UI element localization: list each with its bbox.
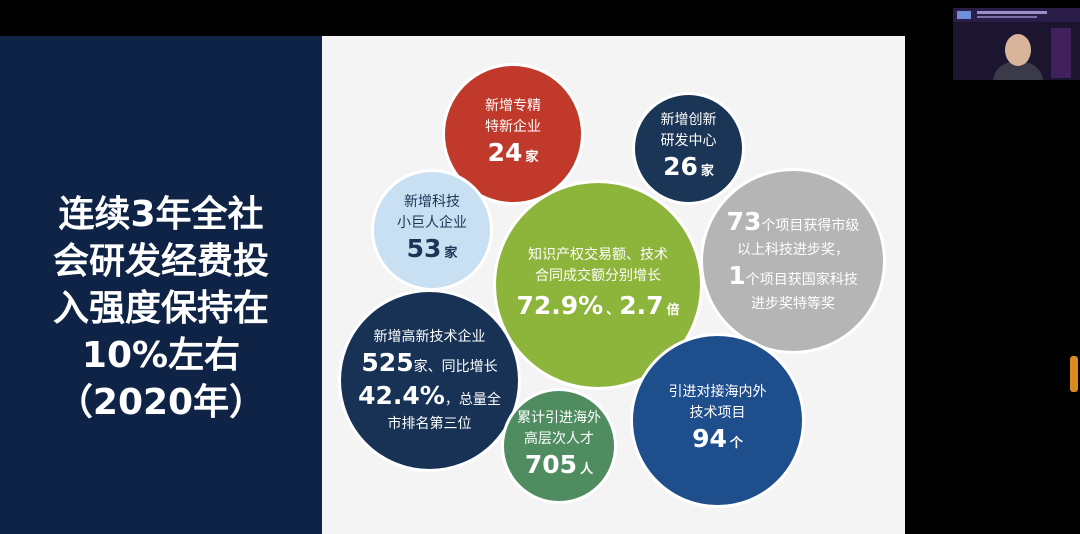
bubble-unit: 家 [525, 149, 539, 165]
bubble-text: ，总量全 [444, 391, 501, 408]
bubble-number: 42.4% [358, 380, 445, 410]
bubble-text: 新增高新技术企业 [373, 328, 486, 345]
bubble-number: 72.9% [516, 290, 604, 320]
bubble-rd-centers: 新增创新 研发中心 26 家 [632, 92, 745, 205]
bubble-text: 知识产权交易额、技术 [528, 246, 668, 263]
bubble-text: 技术项目 [689, 405, 746, 421]
headline-line: 入强度保持在 [52, 288, 269, 329]
bubble-number: 73 [726, 207, 762, 236]
slide-headline: 连续3年全社 会研发经费投 入强度保持在 10%左右 （2020年） [20, 191, 302, 426]
bubble-text: 引进对接海内外 [668, 384, 767, 400]
bubble-overseas-talent: 累计引进海外 高层次人才 705 人 [501, 388, 617, 504]
bubble-unit: 家 [444, 245, 458, 261]
slide-left-panel: 连续3年全社 会研发经费投 入强度保持在 10%左右 （2020年） [0, 36, 322, 534]
bubble-text: 特新企业 [485, 118, 541, 135]
event-logo-icon [957, 11, 971, 19]
bubble-number: 525 [361, 347, 414, 377]
bubble-number: 705 [524, 449, 578, 479]
bubble-text: 小巨人企业 [397, 214, 467, 231]
bubble-text: 市排名第三位 [387, 415, 472, 432]
top-bar [0, 0, 1080, 36]
bubble-tech-projects: 引进对接海内外 技术项目 94 个 [630, 333, 805, 508]
bubble-science-awards: 73个项目获得市级 以上科技进步奖， 1个项目获国家科技 进步奖特等奖 [700, 168, 886, 354]
bubble-unit: 个 [729, 436, 743, 451]
bubble-text: 研发中心 [660, 133, 717, 149]
headline-line: 10%左右 [81, 335, 241, 376]
bubble-text: 新增科技 [404, 193, 460, 210]
headline-line: 会研发经费投 [52, 241, 269, 282]
background-light [1051, 28, 1071, 78]
bubble-number: 94 [692, 424, 727, 453]
headline-line: 连续3年全社 [58, 194, 264, 235]
bubble-number: 2.7 [619, 290, 664, 320]
bubble-unit: 倍 [666, 302, 680, 318]
headline-line: （2020年） [56, 382, 266, 423]
bubble-text: 新增专精 [485, 97, 541, 114]
bubble-text: 个项目获国家科技 [745, 272, 858, 288]
bubble-text: 家、同比增长 [413, 358, 498, 375]
bubble-text: 以上科技进步奖， [737, 242, 849, 258]
bubble-number: 1 [728, 261, 746, 290]
bubble-text: 新增创新 [660, 112, 717, 128]
speaker-head [1005, 34, 1031, 66]
webcam-thumbnail[interactable] [953, 8, 1080, 80]
side-scroll-handle[interactable] [1070, 356, 1078, 392]
bubble-unit: 人 [580, 461, 594, 477]
bubble-high-tech-enterprises: 新增高新技术企业 525家、同比增长 42.4%，总量全 市排名第三位 [338, 289, 521, 472]
bubble-number: 24 [487, 137, 523, 167]
bubble-text: 个项目获得市级 [761, 218, 860, 234]
bubble-unit: 家 [700, 164, 714, 179]
banner-graphic [977, 11, 1047, 14]
speaker-body [993, 62, 1043, 80]
bubble-separator: 、 [606, 302, 620, 318]
bubble-number: 26 [663, 152, 698, 181]
bubble-text: 合同成交额分别增长 [535, 267, 661, 284]
banner-graphic [977, 16, 1037, 18]
bubble-text: 高层次人才 [524, 430, 594, 447]
bubble-little-giants: 新增科技 小巨人企业 53 家 [371, 169, 493, 291]
bubble-number: 53 [406, 233, 442, 263]
bubble-text: 累计引进海外 [517, 409, 601, 426]
bubble-text: 进步奖特等奖 [751, 296, 835, 312]
webcam-banner [953, 8, 1080, 22]
